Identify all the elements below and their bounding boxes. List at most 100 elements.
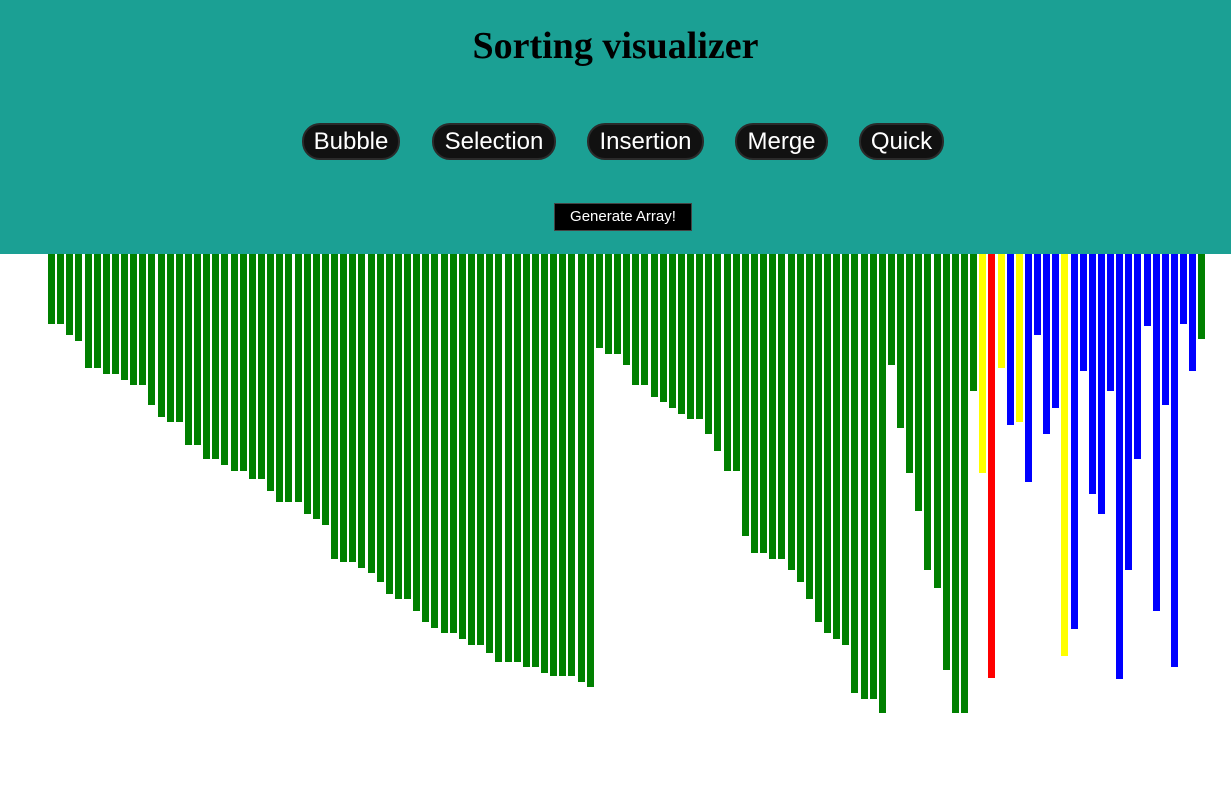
- insertion-sort-button[interactable]: Insertion: [587, 123, 704, 160]
- array-bar: [1162, 254, 1169, 405]
- array-bar: [1007, 254, 1014, 425]
- array-bar: [961, 254, 968, 713]
- array-bar: [578, 254, 585, 682]
- array-bar: [541, 254, 548, 673]
- array-bar: [404, 254, 411, 599]
- array-bar: [1125, 254, 1132, 570]
- array-bar: [1134, 254, 1141, 459]
- array-bar: [395, 254, 402, 599]
- array-bar: [340, 254, 347, 562]
- array-bar: [267, 254, 274, 491]
- array-bar: [130, 254, 137, 385]
- array-bar: [888, 254, 895, 365]
- bubble-sort-button[interactable]: Bubble: [302, 123, 400, 160]
- array-bar: [714, 254, 721, 451]
- array-bar: [906, 254, 913, 473]
- array-bar: [48, 254, 55, 324]
- array-bar: [851, 254, 858, 693]
- array-bar: [57, 254, 64, 324]
- array-bar: [1061, 254, 1068, 656]
- array-bar: [477, 254, 484, 645]
- array-bar: [915, 254, 922, 511]
- array-bar: [970, 254, 977, 391]
- array-bar: [313, 254, 320, 519]
- array-bar: [505, 254, 512, 662]
- array-bar: [1043, 254, 1050, 434]
- array-bar: [185, 254, 192, 445]
- array-bar: [304, 254, 311, 514]
- array-bar: [377, 254, 384, 582]
- array-bar: [1034, 254, 1041, 335]
- array-bar: [450, 254, 457, 633]
- array-bar: [103, 254, 110, 374]
- array-bar: [85, 254, 92, 368]
- array-bar: [696, 254, 703, 419]
- array-bar: [1016, 254, 1023, 422]
- array-bar: [614, 254, 621, 354]
- array-bar: [386, 254, 393, 594]
- array-bar: [1107, 254, 1114, 391]
- array-bar: [523, 254, 530, 667]
- array-bar: [240, 254, 247, 471]
- array-bar: [1052, 254, 1059, 408]
- array-bar: [66, 254, 73, 335]
- array-bar: [167, 254, 174, 422]
- array-bar: [815, 254, 822, 622]
- array-bar: [514, 254, 521, 662]
- array-bar: [258, 254, 265, 479]
- array-bar: [879, 254, 886, 713]
- array-bar: [724, 254, 731, 471]
- array-bar: [861, 254, 868, 699]
- array-bar: [331, 254, 338, 559]
- array-bar: [824, 254, 831, 633]
- array-bar: [459, 254, 466, 639]
- array-bar: [468, 254, 475, 645]
- array-bar: [797, 254, 804, 582]
- array-bar: [368, 254, 375, 573]
- array-bar: [1025, 254, 1032, 482]
- array-bar: [495, 254, 502, 662]
- array-bar: [705, 254, 712, 434]
- array-bar: [295, 254, 302, 502]
- bar-array: [0, 254, 1231, 811]
- array-bar: [587, 254, 594, 687]
- array-bar: [1071, 254, 1078, 629]
- array-bar: [158, 254, 165, 417]
- array-bar: [1080, 254, 1087, 371]
- array-bar: [897, 254, 904, 428]
- array-bar: [952, 254, 959, 713]
- page-title: Sorting visualizer: [472, 25, 759, 67]
- array-bar: [1171, 254, 1178, 667]
- array-bar: [1089, 254, 1096, 494]
- generate-array-button[interactable]: Generate Array!: [554, 203, 692, 231]
- array-bar: [276, 254, 283, 502]
- merge-sort-button[interactable]: Merge: [735, 123, 828, 160]
- array-bar: [833, 254, 840, 639]
- array-bar: [431, 254, 438, 628]
- array-bar: [870, 254, 877, 699]
- array-bar: [1153, 254, 1160, 611]
- array-bar: [112, 254, 119, 374]
- header: Sorting visualizer Bubble Selection Inse…: [0, 0, 1231, 254]
- array-bar: [532, 254, 539, 667]
- array-bar: [1098, 254, 1105, 514]
- array-bar: [550, 254, 557, 676]
- array-bar: [760, 254, 767, 553]
- array-bar: [788, 254, 795, 570]
- quick-sort-button[interactable]: Quick: [859, 123, 944, 160]
- array-bar: [678, 254, 685, 414]
- array-bar: [651, 254, 658, 397]
- array-bar: [75, 254, 82, 341]
- array-bar: [285, 254, 292, 502]
- array-bar: [212, 254, 219, 459]
- array-bar: [1189, 254, 1196, 371]
- array-bar: [559, 254, 566, 676]
- array-bar: [249, 254, 256, 479]
- array-bar: [203, 254, 210, 459]
- array-bar: [742, 254, 749, 536]
- array-bar: [778, 254, 785, 559]
- array-bar: [669, 254, 676, 408]
- array-bar: [568, 254, 575, 676]
- selection-sort-button[interactable]: Selection: [432, 123, 556, 160]
- array-bar: [422, 254, 429, 622]
